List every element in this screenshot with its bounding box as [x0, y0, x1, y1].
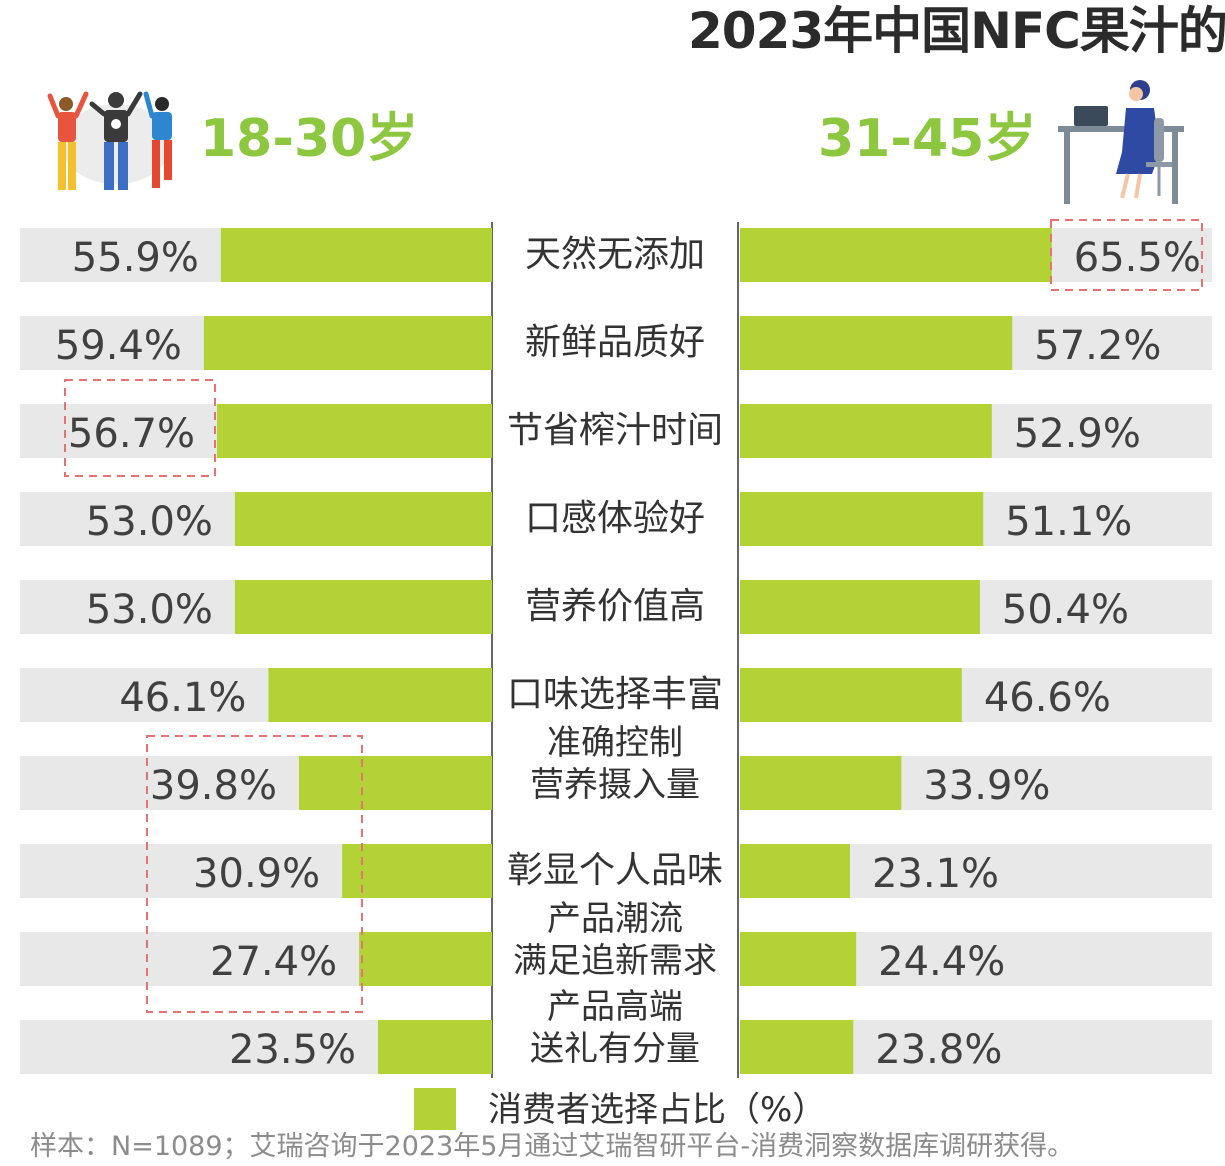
left-bar	[298, 756, 492, 810]
category-label: 口感体验好	[525, 498, 705, 539]
left-value-label: 27.4%	[210, 939, 337, 985]
butterfly-bar-chart: 55.9% 65.5% 天然无添加 59.4% 57.2% 新鲜品质好 56.7% 52.9%…	[20, 219, 1212, 1078]
right-bar	[740, 932, 857, 986]
right-bar	[740, 580, 980, 634]
right-bar	[740, 668, 962, 722]
left-highlight-group	[146, 735, 363, 1013]
right-group-label: 31-45岁	[818, 109, 1037, 169]
office-woman-illustration	[1058, 80, 1184, 204]
left-bar	[220, 228, 492, 282]
right-value-label: 51.1%	[1005, 499, 1132, 545]
left-bar	[378, 1020, 492, 1074]
category-label: 天然无添加	[525, 234, 705, 275]
left-bar	[217, 404, 492, 458]
left-value-label: 23.5%	[229, 1027, 356, 1073]
right-bar	[740, 492, 984, 546]
legend-swatch	[414, 1088, 456, 1130]
category-label: 营养摄入量	[530, 765, 700, 805]
right-bar	[740, 404, 992, 458]
category-label: 新鲜品质好	[525, 322, 705, 363]
right-bar	[740, 844, 850, 898]
right-value-label: 50.4%	[1002, 587, 1129, 633]
left-value-label: 53.0%	[86, 587, 213, 633]
right-value-label: 46.6%	[984, 675, 1111, 721]
category-label: 营养价值高	[525, 586, 705, 627]
right-value-label: 33.9%	[923, 763, 1050, 809]
left-highlight-box	[64, 379, 216, 477]
category-label: 满足追新需求	[513, 941, 717, 981]
left-value-label: 59.4%	[55, 323, 182, 369]
right-value-label: 23.8%	[875, 1027, 1002, 1073]
right-value-label: 24.4%	[878, 939, 1005, 985]
category-label: 产品高端	[547, 987, 683, 1027]
chart-title: 2023年中国NFC果汁的	[688, 2, 1225, 60]
right-bar	[740, 1020, 854, 1074]
category-label: 彰显个人品味	[507, 850, 723, 891]
category-label: 节省榨汁时间	[507, 410, 723, 451]
left-bar	[359, 932, 492, 986]
category-label: 产品潮流	[547, 899, 683, 939]
right-bar	[740, 228, 1052, 282]
category-label: 送礼有分量	[530, 1029, 700, 1069]
left-value-label: 30.9%	[193, 851, 320, 897]
source-note: 样本：N=1089；艾瑞咨询于2023年5月通过艾瑞智研平台-消费洞察数据库调研…	[30, 1131, 1075, 1162]
right-value-label: 23.1%	[872, 851, 999, 897]
right-highlight-box	[1050, 219, 1203, 291]
category-label: 口味选择丰富	[507, 674, 723, 715]
left-value-label: 55.9%	[72, 235, 199, 281]
right-value-label: 65.5%	[1074, 235, 1201, 281]
right-value-label: 52.9%	[1014, 411, 1141, 457]
left-value-label: 39.8%	[150, 763, 277, 809]
young-people-illustration	[47, 91, 172, 190]
left-bar	[234, 580, 492, 634]
left-value-label: 46.1%	[119, 675, 246, 721]
left-group-label: 18-30岁	[200, 109, 419, 169]
left-bar	[203, 316, 492, 370]
legend-label: 消费者选择占比（%）	[488, 1090, 827, 1130]
right-value-label: 57.2%	[1034, 323, 1161, 369]
left-value-label: 56.7%	[68, 411, 195, 457]
right-bar	[740, 756, 902, 810]
category-label: 准确控制	[547, 723, 683, 763]
left-bar	[342, 844, 492, 898]
left-bar	[268, 668, 492, 722]
right-bar	[740, 316, 1013, 370]
left-bar	[234, 492, 492, 546]
left-value-label: 53.0%	[86, 499, 213, 545]
